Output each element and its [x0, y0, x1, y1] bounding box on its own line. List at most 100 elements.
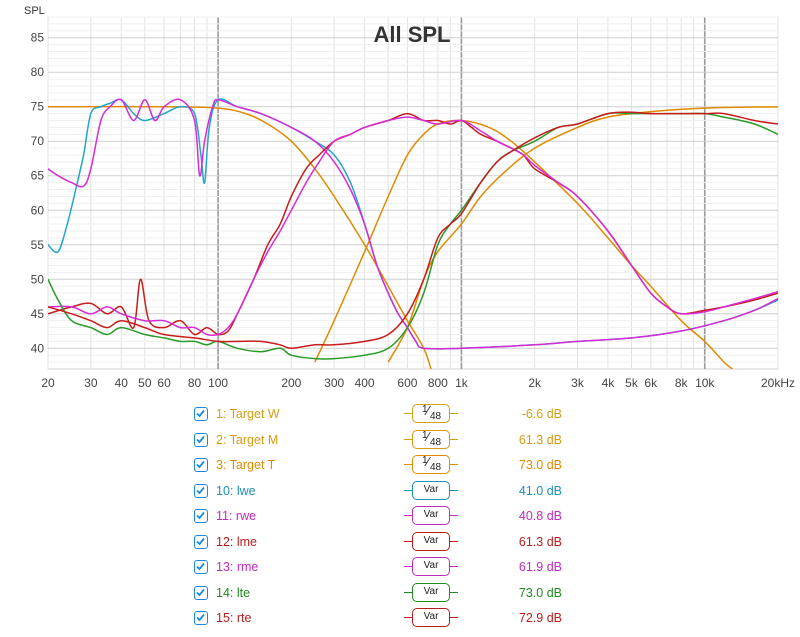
x-tick-label: 5k — [625, 376, 639, 390]
legend-label: 10: lwe — [216, 483, 256, 498]
legend-value: -6.6 dB — [521, 407, 562, 421]
checkmark-icon — [196, 435, 205, 443]
y-tick-label: 70 — [31, 134, 45, 148]
x-tick-label: 200 — [281, 376, 301, 390]
legend-checkbox[interactable] — [194, 509, 208, 523]
checkmark-icon — [196, 460, 205, 469]
y-tick-label: 85 — [31, 31, 45, 45]
y-tick-label: 50 — [31, 272, 45, 286]
legend-row: 3: Target T 1 ⁄ 48 73.0 dB — [194, 454, 614, 477]
smoothing-button[interactable]: 1 ⁄ 48 — [404, 454, 458, 474]
legend-checkbox[interactable] — [194, 585, 208, 600]
series-line-rwe — [48, 98, 778, 350]
x-tick-label: 400 — [355, 376, 375, 390]
y-tick-label: 65 — [31, 169, 45, 183]
x-tick-label: 80 — [188, 376, 202, 390]
x-tick-label: 300 — [324, 376, 344, 390]
smoothing-button[interactable]: Var — [404, 557, 458, 576]
legend-value: 61.9 dB — [518, 560, 562, 574]
x-tick-label: 800 — [428, 376, 448, 390]
series-line-target-m — [314, 119, 733, 369]
legend-row: 15: rte Var 72.9 dB — [194, 608, 614, 630]
smoothing-label: Var — [423, 534, 439, 546]
fraction-slash-icon: ⁄ — [427, 454, 430, 469]
fraction-slash-icon: ⁄ — [427, 428, 430, 444]
legend-row: 14: lte Var 73.0 dB — [194, 582, 614, 605]
legend-checkbox[interactable] — [194, 407, 208, 421]
checkmark-icon — [196, 613, 205, 622]
smoothing-fraction: 1 ⁄ 48 — [416, 454, 446, 473]
legend-value: 72.9 dB — [518, 611, 562, 625]
x-tick-label: 20kHz — [761, 376, 795, 390]
smoothing-button[interactable]: Var — [404, 506, 458, 525]
y-tick-label: 45 — [31, 307, 45, 321]
legend-row: 10: lwe Var 41.0 dB — [194, 480, 614, 503]
legend-checkbox[interactable] — [194, 432, 208, 447]
legend-label: 3: Target T — [216, 458, 276, 472]
spl-chart: 40 45 50 55 60 65 70 75 80 85 20 30 40 50 60 80 100 200 30… — [24, 5, 795, 390]
checkmark-icon — [196, 511, 205, 520]
smoothing-label: Var — [423, 560, 439, 571]
y-tick-label: 40 — [31, 341, 45, 355]
x-tick-label: 8k — [675, 376, 689, 390]
smoothing-button[interactable]: Var — [404, 582, 458, 602]
smoothing-button[interactable]: Var — [404, 480, 458, 500]
smoothing-numerator: 1 — [422, 404, 428, 415]
legend-row: 2: Target M 1 ⁄ 48 61.3 dB — [194, 428, 614, 452]
x-tick-label: 600 — [397, 376, 417, 390]
series-line-rme — [48, 116, 778, 337]
x-tick-label: 50 — [138, 376, 152, 390]
smoothing-numerator: 1 — [422, 429, 428, 441]
y-axis-label: SPL — [24, 5, 45, 17]
legend-value: 40.8 dB — [518, 509, 562, 523]
axes: 40 45 50 55 60 65 70 75 80 85 20 30 40 50 60 80 100 200 30… — [31, 31, 795, 390]
x-tick-label: 2k — [528, 376, 542, 390]
legend-value: 73.0 dB — [518, 585, 562, 600]
legend-row: 13: rme Var 61.9 dB — [194, 557, 614, 579]
y-tick-label: 55 — [31, 238, 45, 252]
smoothing-button[interactable]: 1 ⁄ 48 — [404, 428, 458, 449]
legend-label: 14: lte — [216, 585, 251, 600]
smoothing-denominator: 48 — [430, 462, 442, 473]
smoothing-numerator: 1 — [422, 455, 428, 466]
smoothing-fraction: 1 ⁄ 48 — [416, 428, 446, 448]
legend-checkbox[interactable] — [194, 611, 208, 625]
checkmark-icon — [196, 409, 205, 418]
legend-checkbox[interactable] — [194, 560, 208, 574]
x-tick-label: 40 — [115, 376, 129, 390]
y-tick-label: 60 — [31, 203, 45, 217]
legend-label: 12: lme — [216, 534, 257, 549]
smoothing-label: Var — [423, 483, 439, 495]
grid — [47, 16, 779, 369]
x-tick-label: 3k — [571, 376, 585, 390]
checkmark-icon — [196, 562, 205, 571]
x-tick-label: 4k — [602, 376, 616, 390]
y-tick-label: 80 — [31, 65, 45, 79]
legend-checkbox[interactable] — [194, 458, 208, 472]
plot-area — [47, 16, 779, 370]
legend-row: 11: rwe Var 40.8 dB — [194, 506, 614, 528]
x-tick-label: 6k — [644, 376, 658, 390]
series-layer — [48, 98, 778, 369]
legend-checkbox[interactable] — [194, 483, 208, 498]
legend-row: 12: lme Var 61.3 dB — [194, 531, 614, 554]
x-tick-label: 20 — [41, 376, 55, 390]
x-tick-label: 60 — [157, 376, 171, 390]
smoothing-fraction: 1 ⁄ 48 — [416, 403, 446, 422]
smoothing-button[interactable]: Var — [404, 531, 458, 551]
fraction-slash-icon: ⁄ — [427, 403, 430, 418]
smoothing-button[interactable]: Var — [404, 608, 458, 627]
legend-value: 61.3 dB — [518, 432, 562, 447]
series-line-target-w — [48, 105, 432, 369]
smoothing-button[interactable]: 1 ⁄ 48 — [404, 403, 458, 423]
checkmark-icon — [196, 537, 205, 545]
legend-value: 41.0 dB — [518, 483, 562, 498]
legend-label: 11: rwe — [216, 509, 257, 523]
series-line-lte — [48, 112, 778, 360]
x-tick-label: 10k — [695, 376, 715, 390]
legend-row: 1: Target W 1 ⁄ 48 -6.6 dB — [194, 403, 614, 426]
legend-label: 2: Target M — [216, 432, 279, 447]
legend-checkbox[interactable] — [194, 534, 208, 549]
smoothing-denominator: 48 — [430, 411, 442, 422]
chart-title: All SPL — [373, 22, 450, 47]
